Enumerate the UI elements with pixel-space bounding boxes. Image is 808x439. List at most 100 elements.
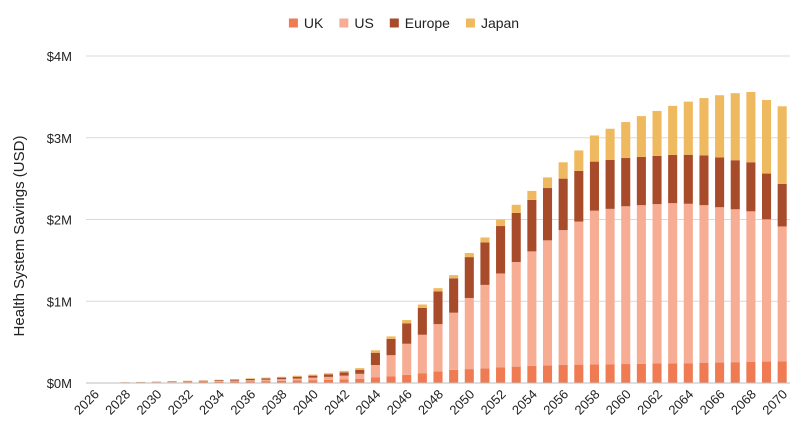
bar-uk-2053 xyxy=(511,366,521,383)
bar-uk-2045 xyxy=(386,376,396,383)
legend-swatch-europe xyxy=(389,18,399,28)
bar-us-2061 xyxy=(636,205,646,364)
x-tick-label: 2048 xyxy=(415,387,446,418)
bar-europe-2049 xyxy=(449,278,459,313)
bar-uk-2063 xyxy=(668,363,678,383)
bar-us-2047 xyxy=(417,334,427,374)
bar-uk-2058 xyxy=(589,364,599,383)
bar-japan-2048 xyxy=(433,288,443,292)
x-tick-label: 2052 xyxy=(478,387,509,418)
bar-uk-2036 xyxy=(245,381,255,383)
x-tick-label: 2070 xyxy=(759,387,790,418)
y-axis-ticks: $0M $1M $2M $3M $4M xyxy=(47,49,72,391)
x-tick-label: 2034 xyxy=(196,387,227,418)
bar-japan-2056 xyxy=(558,162,568,179)
bar-japan-2040 xyxy=(308,374,318,376)
x-tick-label: 2030 xyxy=(133,387,164,418)
legend-swatch-japan xyxy=(465,18,475,28)
bar-us-2049 xyxy=(449,312,459,370)
bar-us-2041 xyxy=(323,376,334,380)
y-tick-label: $2M xyxy=(47,213,72,228)
bar-japan-2062 xyxy=(652,110,662,156)
bar-uk-2060 xyxy=(621,364,631,383)
bar-us-2052 xyxy=(496,273,506,368)
bar-europe-2069 xyxy=(761,173,772,220)
bar-us-2063 xyxy=(668,203,678,364)
bar-uk-2064 xyxy=(683,363,693,383)
bar-europe-2061 xyxy=(636,156,646,206)
bar-europe-2044 xyxy=(370,352,380,366)
y-tick-label: $1M xyxy=(47,294,72,309)
bar-japan-2065 xyxy=(699,98,709,156)
bar-japan-2063 xyxy=(668,105,678,155)
bar-us-2059 xyxy=(605,208,615,365)
bar-japan-2064 xyxy=(683,101,693,155)
bar-europe-2058 xyxy=(589,161,599,211)
bar-us-2062 xyxy=(652,204,662,364)
bar-uk-2046 xyxy=(402,374,412,383)
bar-japan-2042 xyxy=(339,370,349,373)
bar-us-2046 xyxy=(402,343,412,375)
legend-label-japan: Japan xyxy=(481,15,519,31)
bar-europe-2033 xyxy=(198,380,208,382)
bar-japan-2035 xyxy=(230,379,240,380)
bar-japan-2041 xyxy=(323,373,334,375)
bar-uk-2052 xyxy=(496,367,506,383)
bar-japan-2039 xyxy=(292,375,302,377)
bar-europe-2054 xyxy=(527,199,537,252)
bar-europe-2066 xyxy=(715,157,725,208)
bar-uk-2049 xyxy=(449,369,459,383)
bar-uk-2042 xyxy=(339,379,349,383)
y-tick-label: $3M xyxy=(47,131,72,146)
bar-europe-2068 xyxy=(746,162,756,212)
bar-japan-2045 xyxy=(386,336,396,339)
bar-us-2033 xyxy=(198,381,208,382)
bar-uk-2035 xyxy=(230,381,240,383)
bar-us-2039 xyxy=(292,378,302,381)
bar-europe-2037 xyxy=(261,378,271,380)
bar-europe-2060 xyxy=(621,158,631,207)
bar-japan-2049 xyxy=(449,275,459,279)
x-tick-label: 2026 xyxy=(71,387,102,418)
bar-japan-2055 xyxy=(542,177,553,189)
bar-europe-2034 xyxy=(214,380,224,382)
bar-us-2066 xyxy=(715,207,725,363)
bar-us-2043 xyxy=(355,373,365,379)
bar-europe-2038 xyxy=(277,377,287,380)
x-tick-label: 2064 xyxy=(665,387,696,418)
x-tick-label: 2050 xyxy=(446,387,477,418)
bar-uk-2056 xyxy=(558,365,568,383)
x-tick-label: 2066 xyxy=(697,387,728,418)
bar-europe-2047 xyxy=(417,307,427,335)
x-tick-label: 2036 xyxy=(227,387,258,418)
y-tick-label: $4M xyxy=(47,49,72,64)
bar-us-2035 xyxy=(230,380,240,382)
bar-japan-2059 xyxy=(605,128,615,160)
bar-europe-2042 xyxy=(339,372,349,376)
bar-japan-2069 xyxy=(761,99,772,174)
bar-europe-2053 xyxy=(511,212,521,263)
bar-uk-2033 xyxy=(198,381,208,383)
x-tick-label: 2044 xyxy=(352,387,383,418)
legend-swatch-us xyxy=(339,18,349,28)
bar-europe-2046 xyxy=(402,323,412,344)
bar-us-2055 xyxy=(542,240,553,366)
bar-uk-2044 xyxy=(370,377,380,383)
x-axis-ticks: 2026 2028 2030 2032 2034 2036 2038 2040 2042 2044… xyxy=(71,387,790,418)
bar-japan-2036 xyxy=(245,378,255,379)
x-tick-label: 2046 xyxy=(384,387,415,418)
bar-uk-2043 xyxy=(355,378,365,383)
bar-europe-2041 xyxy=(323,374,334,377)
bar-uk-2040 xyxy=(308,380,318,383)
bar-uk-2037 xyxy=(261,381,271,383)
bar-europe-2050 xyxy=(464,257,474,298)
bar-us-2034 xyxy=(214,381,224,382)
bar-us-2069 xyxy=(761,219,772,362)
bar-europe-2065 xyxy=(699,155,709,206)
bar-japan-2051 xyxy=(480,237,490,243)
bar-us-2068 xyxy=(746,211,756,362)
bar-japan-2070 xyxy=(777,106,787,184)
x-tick-label: 2040 xyxy=(290,387,321,418)
bar-europe-2036 xyxy=(245,378,255,381)
